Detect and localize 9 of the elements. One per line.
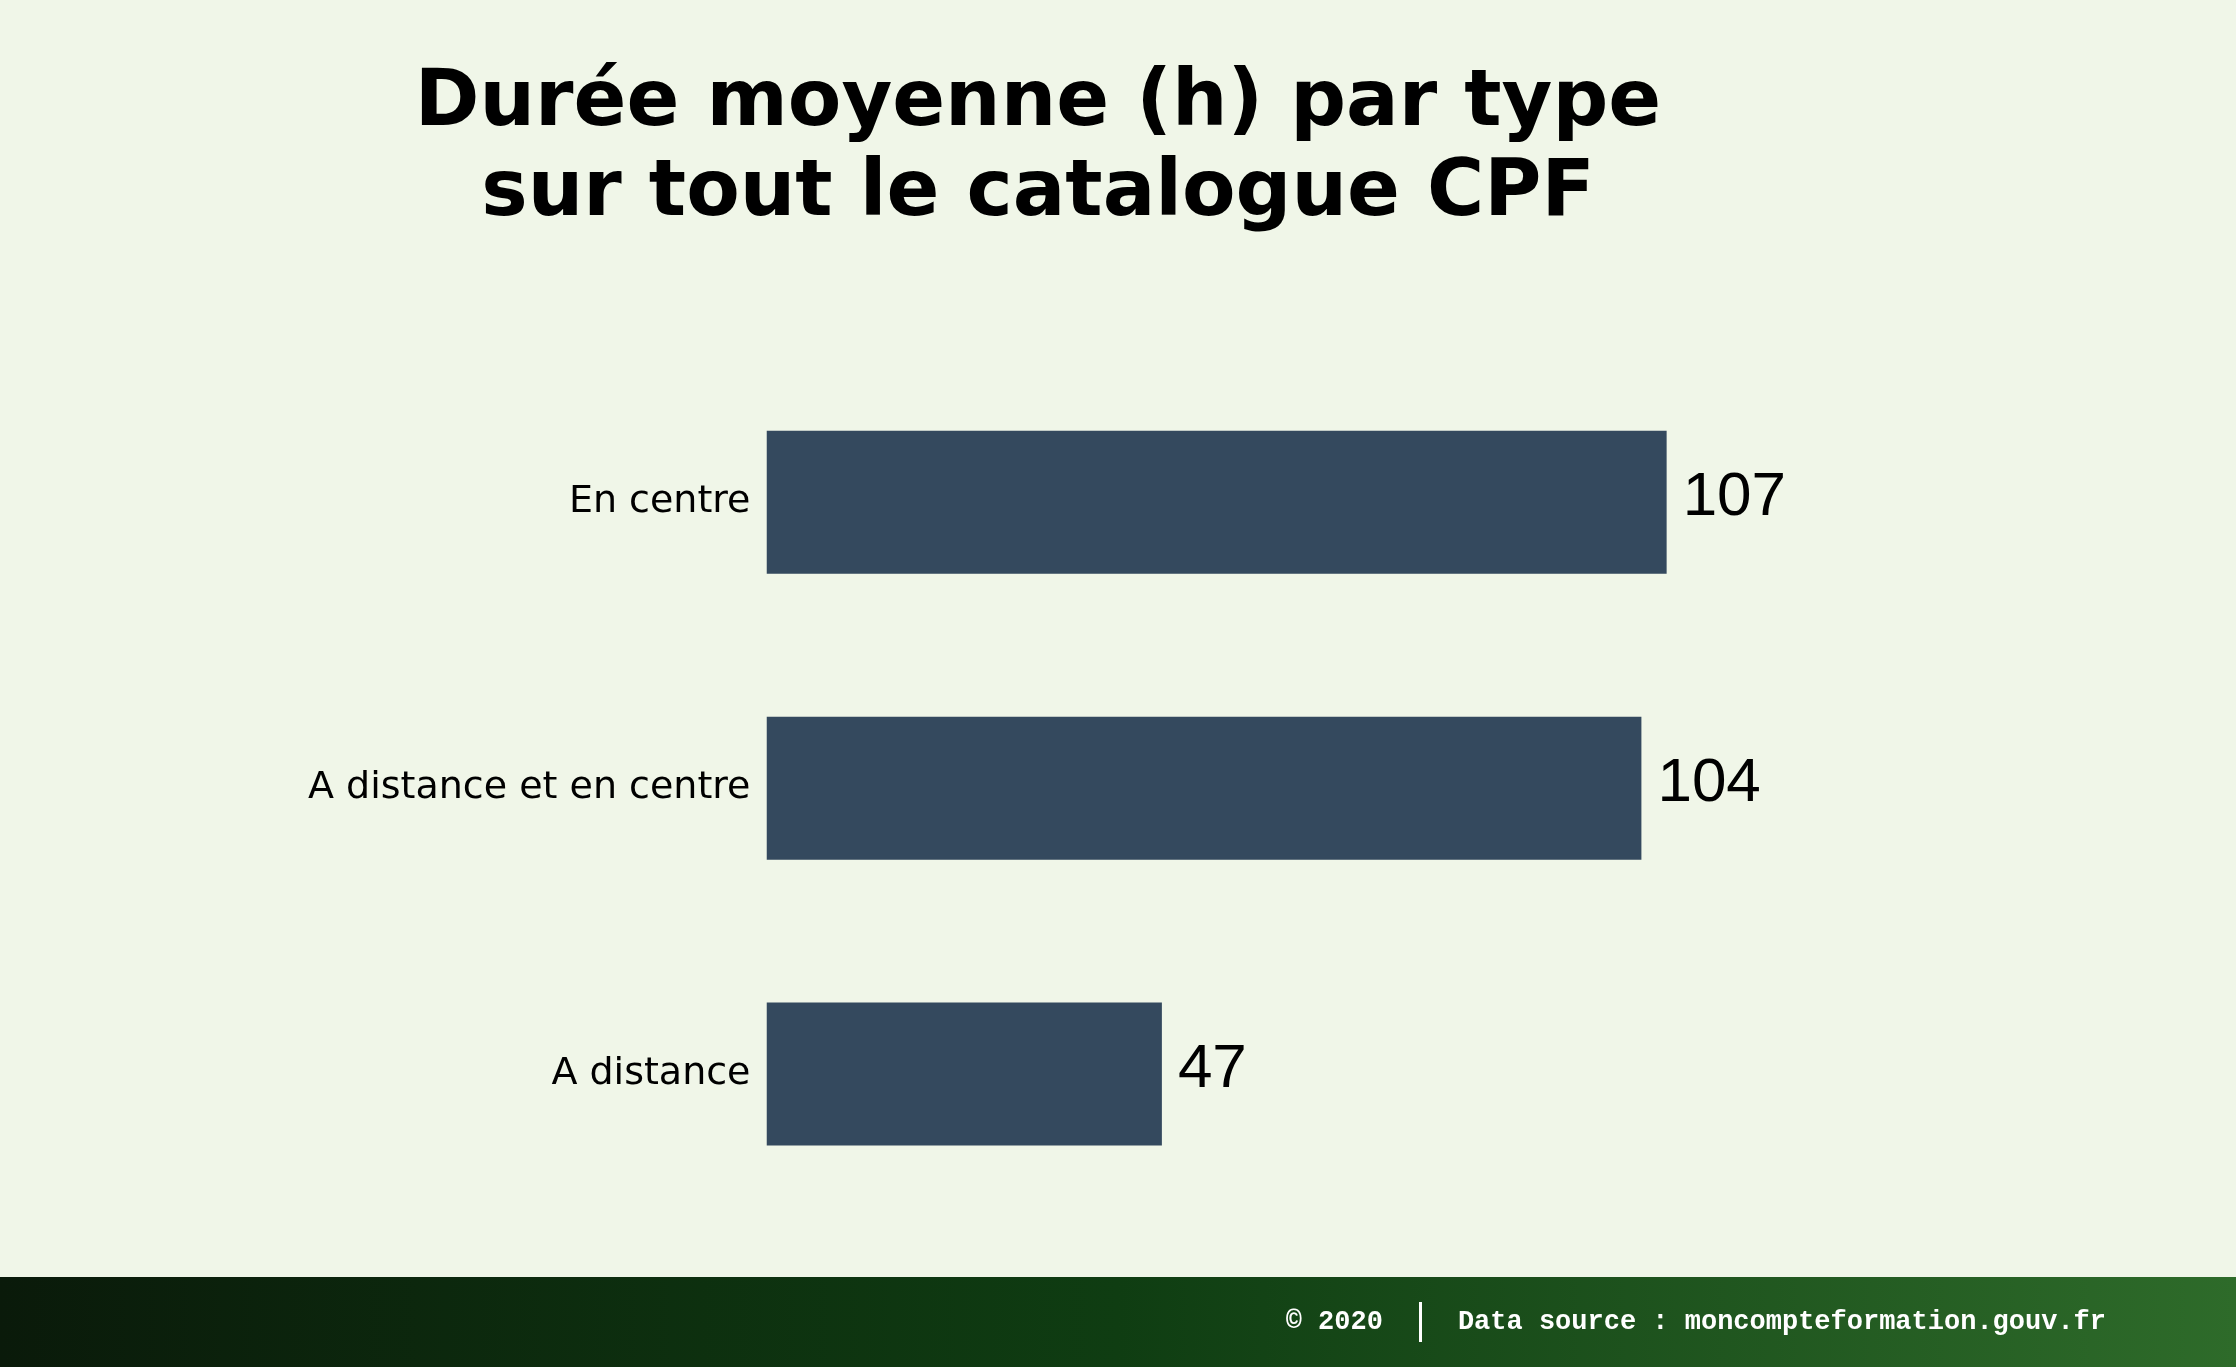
data-label: 107 xyxy=(1682,459,1787,529)
y-tick-label: En centre xyxy=(568,477,751,522)
data-label: 47 xyxy=(1177,1031,1247,1101)
text: © 2020 xyxy=(1285,1307,1383,1337)
y-tick-label: A distance xyxy=(551,1048,751,1093)
chart-title: Durée moyenne (h) par type sur tout le catalogue CPF xyxy=(414,53,1662,233)
data-label: 104 xyxy=(1657,745,1761,815)
y-tick-label: A distance et en centre xyxy=(307,763,751,808)
source-note: Data source : moncompteformation.gouv.fr xyxy=(1457,1307,2106,1337)
